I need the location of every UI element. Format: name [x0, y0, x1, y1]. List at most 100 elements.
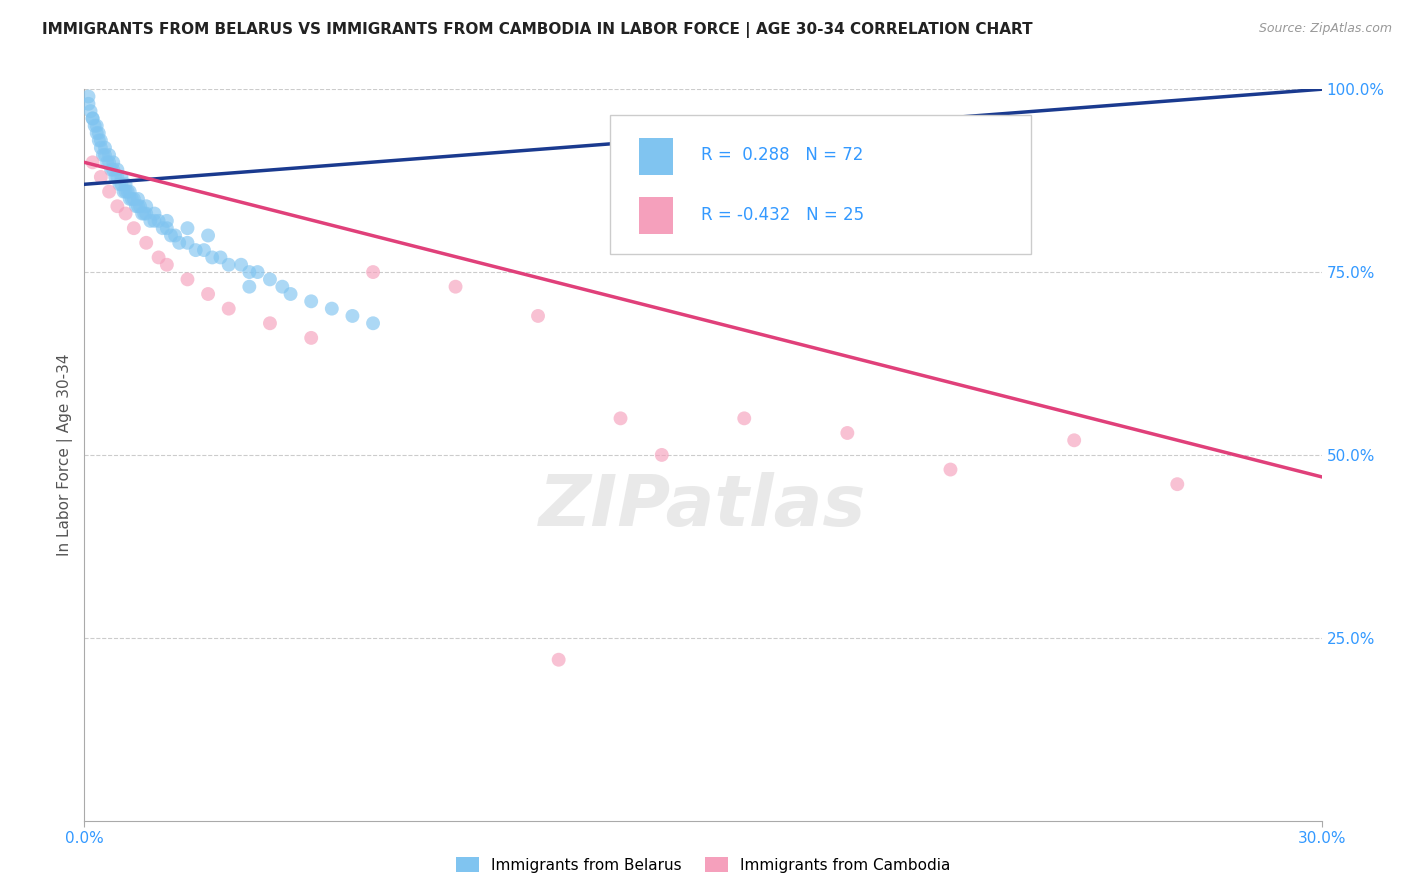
Point — [280, 287, 302, 301]
Point — [87, 133, 110, 147]
Point — [527, 309, 550, 323]
Point — [82, 112, 104, 126]
Point — [108, 178, 131, 192]
Point — [139, 214, 162, 228]
Point — [104, 169, 127, 184]
Point — [609, 411, 631, 425]
Point — [82, 155, 104, 169]
Point — [156, 221, 179, 235]
Point — [112, 185, 135, 199]
Point — [105, 162, 128, 177]
Point — [165, 228, 187, 243]
Point — [1063, 434, 1085, 448]
Point — [98, 185, 121, 199]
Point — [98, 155, 121, 169]
Point — [160, 228, 183, 243]
Point — [218, 301, 240, 316]
Point — [238, 279, 260, 293]
Point — [77, 96, 100, 111]
Point — [299, 294, 322, 309]
Point — [118, 185, 141, 199]
Point — [238, 265, 260, 279]
Point — [90, 141, 112, 155]
Point — [218, 258, 240, 272]
Point — [837, 425, 859, 440]
Text: R = -0.432   N = 25: R = -0.432 N = 25 — [700, 205, 863, 224]
Point — [94, 148, 117, 162]
Point — [90, 169, 112, 184]
Point — [167, 235, 190, 250]
Point — [122, 192, 145, 206]
Point — [117, 185, 139, 199]
Point — [444, 279, 467, 293]
Point — [148, 214, 170, 228]
Point — [156, 258, 179, 272]
FancyBboxPatch shape — [638, 138, 673, 175]
Point — [156, 214, 179, 228]
Point — [118, 192, 141, 206]
Point — [184, 243, 207, 257]
Point — [135, 235, 157, 250]
Point — [152, 221, 174, 235]
Point — [122, 221, 145, 235]
Point — [91, 148, 114, 162]
Point — [103, 155, 125, 169]
Point — [125, 199, 148, 213]
Point — [1166, 477, 1188, 491]
Point — [176, 272, 198, 286]
Point — [77, 89, 100, 103]
FancyBboxPatch shape — [610, 115, 1031, 253]
FancyBboxPatch shape — [638, 197, 673, 235]
Point — [114, 185, 136, 199]
Point — [197, 228, 219, 243]
Point — [259, 272, 281, 286]
Point — [135, 206, 157, 220]
Point — [361, 265, 384, 279]
Point — [103, 162, 125, 177]
Point — [100, 162, 122, 177]
Y-axis label: In Labor Force | Age 30-34: In Labor Force | Age 30-34 — [58, 353, 73, 557]
Point — [229, 258, 252, 272]
Point — [246, 265, 269, 279]
Point — [148, 251, 170, 265]
Point — [105, 169, 128, 184]
Point — [131, 206, 153, 220]
Point — [259, 316, 281, 330]
Point — [342, 309, 364, 323]
Point — [87, 126, 110, 140]
Point — [79, 104, 101, 119]
Point — [197, 287, 219, 301]
Point — [98, 148, 121, 162]
Point — [176, 221, 198, 235]
Point — [127, 192, 149, 206]
Point — [547, 653, 569, 667]
Point — [86, 119, 108, 133]
Point — [321, 301, 343, 316]
Point — [939, 462, 962, 476]
Legend: Immigrants from Belarus, Immigrants from Cambodia: Immigrants from Belarus, Immigrants from… — [450, 851, 956, 879]
Text: ZIPatlas: ZIPatlas — [540, 472, 866, 541]
Point — [176, 235, 198, 250]
Point — [90, 133, 112, 147]
Point — [105, 199, 128, 213]
Point — [121, 192, 143, 206]
Point — [143, 214, 166, 228]
Point — [127, 199, 149, 213]
Point — [143, 206, 166, 220]
Point — [114, 206, 136, 220]
Point — [135, 199, 157, 213]
Point — [110, 169, 132, 184]
Text: Source: ZipAtlas.com: Source: ZipAtlas.com — [1258, 22, 1392, 36]
Text: IMMIGRANTS FROM BELARUS VS IMMIGRANTS FROM CAMBODIA IN LABOR FORCE | AGE 30-34 C: IMMIGRANTS FROM BELARUS VS IMMIGRANTS FR… — [42, 22, 1033, 38]
Point — [114, 178, 136, 192]
Point — [83, 119, 105, 133]
Point — [193, 243, 215, 257]
Point — [129, 199, 152, 213]
Point — [82, 112, 104, 126]
Text: R =  0.288   N = 72: R = 0.288 N = 72 — [700, 146, 863, 164]
Point — [733, 411, 755, 425]
Point — [651, 448, 673, 462]
Point — [110, 178, 132, 192]
Point — [209, 251, 232, 265]
Point — [94, 141, 117, 155]
